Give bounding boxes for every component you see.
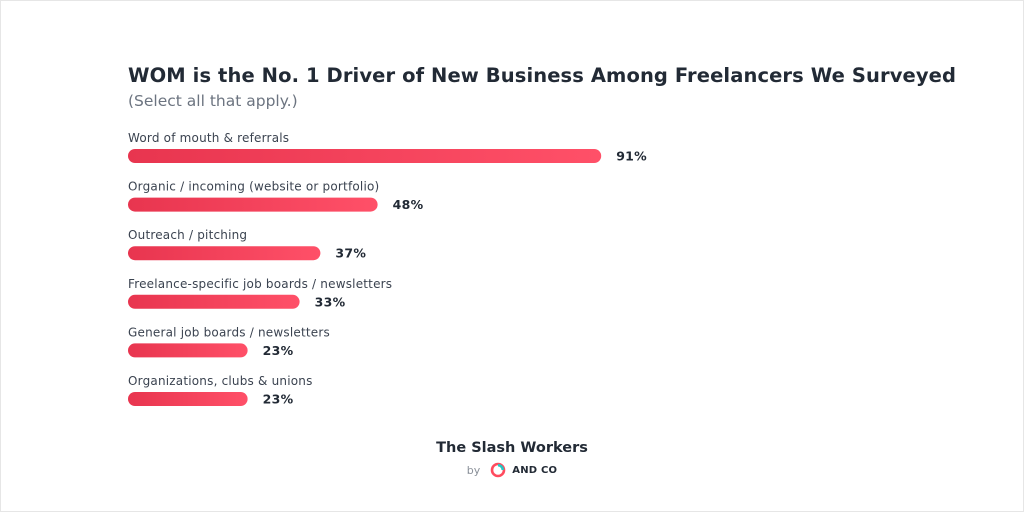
value-label: 23%	[263, 392, 294, 407]
value-label: 91%	[616, 149, 647, 164]
logo-text: AND CO	[512, 464, 558, 476]
brand-byline: by AND CO	[0, 462, 1024, 478]
bar-row: Outreach / pitching 37%	[128, 228, 366, 261]
category-label: Freelance-specific job boards / newslett…	[128, 277, 392, 291]
category-label: Word of mouth & referrals	[128, 131, 289, 145]
bar	[128, 246, 321, 261]
by-label: by	[466, 463, 481, 477]
bar-row: Word of mouth & referrals 91%	[128, 131, 647, 164]
and-co-logo-icon	[490, 462, 506, 478]
bar	[128, 149, 602, 163]
bars-group: Word of mouth & referrals 91% Organic / in…	[128, 131, 647, 407]
bar	[128, 197, 378, 212]
chart-title: WOM is the No. 1 Driver of New Business …	[128, 64, 957, 87]
category-label: Organizations, clubs & unions	[128, 374, 313, 388]
bar	[128, 343, 248, 358]
value-label: 48%	[393, 197, 424, 212]
brand-name: The Slash Workers	[436, 440, 588, 456]
value-label: 23%	[263, 343, 294, 358]
bar-row: Freelance-specific job boards / newslett…	[128, 277, 392, 309]
bar-row: General job boards / newsletters 23%	[128, 325, 330, 358]
category-label: Outreach / pitching	[128, 228, 247, 242]
bar	[128, 294, 300, 309]
bar	[128, 392, 248, 406]
value-label: 33%	[315, 294, 346, 309]
chart-subtitle: (Select all that apply.)	[128, 92, 298, 110]
category-label: General job boards / newsletters	[128, 325, 330, 339]
bar-row: Organic / incoming (website or portfolio…	[128, 180, 424, 212]
bar-row: Organizations, clubs & unions 23%	[128, 374, 313, 407]
category-label: Organic / incoming (website or portfolio…	[128, 180, 379, 194]
value-label: 37%	[335, 246, 366, 261]
